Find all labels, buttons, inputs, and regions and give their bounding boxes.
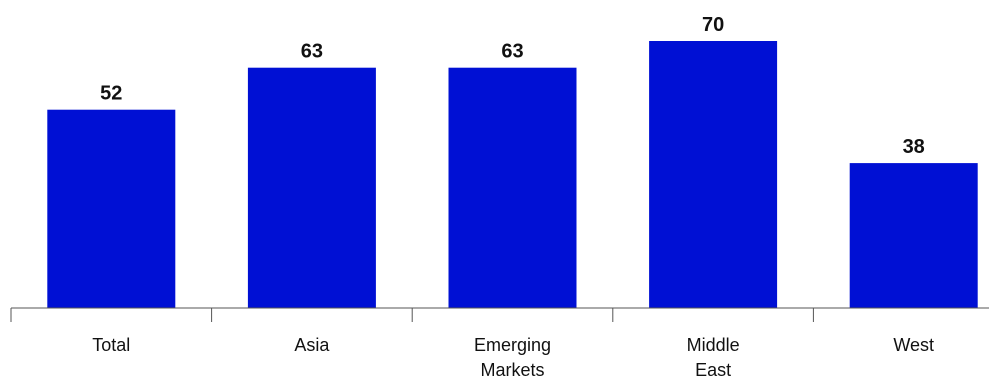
tick-label-total: Total (92, 335, 130, 355)
bar-asia (247, 67, 376, 308)
bar-west (849, 163, 978, 308)
data-label-west: 38 (903, 136, 925, 158)
data-label-middle-east: 70 (702, 14, 724, 36)
bar-middle-east (649, 41, 778, 308)
data-label-emerging-markets: 63 (501, 41, 523, 63)
bars-group (47, 41, 978, 308)
x-axis (10, 307, 989, 322)
category-labels-group: Total Asia Emerging Markets Middle East West (92, 335, 934, 378)
bar-emerging-markets (448, 67, 577, 308)
data-label-asia: 63 (301, 41, 323, 63)
value-labels-group: 52 63 63 70 38 (100, 14, 925, 158)
tick-label-west: West (893, 335, 934, 355)
tick-label-middle-east: Middle East (687, 335, 740, 378)
tick-label-emerging-markets: Emerging Markets (474, 335, 551, 378)
data-label-total: 52 (100, 83, 122, 105)
tick-label-asia: Asia (294, 335, 330, 355)
bar-total (47, 109, 176, 308)
